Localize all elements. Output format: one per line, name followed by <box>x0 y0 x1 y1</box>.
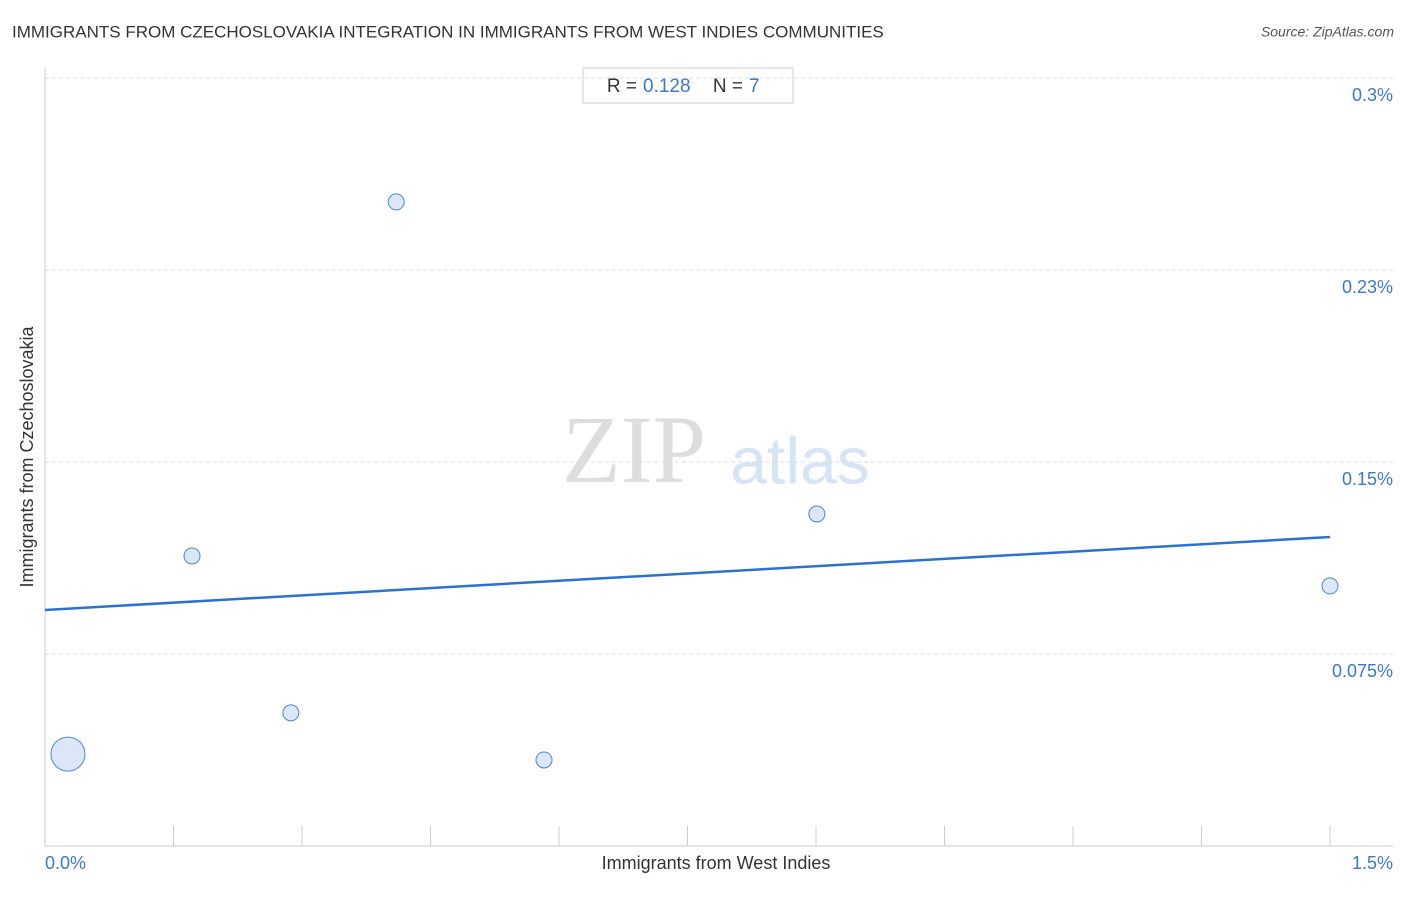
point <box>1321 577 1339 595</box>
x-tick-label: 0.0% <box>45 853 86 873</box>
point <box>282 704 300 722</box>
r-label: R = <box>607 76 637 97</box>
point <box>50 736 86 772</box>
point <box>535 751 553 769</box>
y-tick-label: 0.3% <box>1352 85 1393 105</box>
trend-line <box>44 535 1331 612</box>
n-label: N = <box>713 76 743 97</box>
y-tick-label: 0.23% <box>1342 277 1393 297</box>
source: Source: ZipAtlas.com <box>1261 24 1394 40</box>
y-tick-label: 0.15% <box>1342 469 1393 489</box>
n-value: 7 <box>749 76 760 97</box>
chart-title: IMMIGRANTS FROM CZECHOSLOVAKIA INTEGRATI… <box>12 22 884 41</box>
watermark: ZIP <box>562 396 706 503</box>
x-tick-label: 1.5% <box>1352 853 1393 873</box>
y-axis-label: Immigrants from Czechoslovakia <box>17 325 37 587</box>
watermark: atlas <box>730 423 869 497</box>
x-axis-label: Immigrants from West Indies <box>602 853 831 873</box>
r-value: 0.128 <box>643 76 691 97</box>
point <box>808 505 826 523</box>
y-tick-label: 0.075% <box>1332 661 1393 681</box>
point <box>387 193 405 211</box>
stats-box <box>582 67 794 104</box>
point <box>183 547 201 565</box>
